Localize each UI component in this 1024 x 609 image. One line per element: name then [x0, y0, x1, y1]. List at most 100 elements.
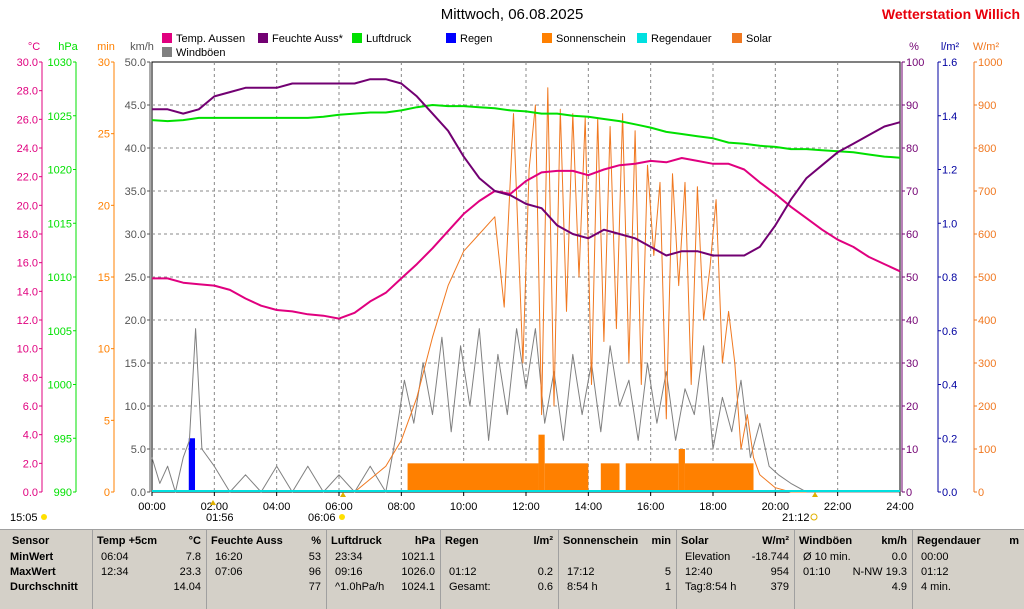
- sunmin-tick-label: 30: [98, 57, 110, 69]
- sunset-icon: [812, 492, 818, 497]
- stats-value: 14.04: [173, 581, 201, 593]
- sunmin-unit-label: min: [97, 41, 115, 53]
- solar-tick-label: 800: [978, 143, 996, 155]
- stats-value: 96: [308, 566, 321, 578]
- stats-time: 17:12: [567, 566, 595, 578]
- stats-time: 06:04: [101, 551, 129, 563]
- stats-value: -18.744: [751, 551, 789, 563]
- stats-table: Sensor MinWert MaxWert Durchschnitt Temp +5c…: [0, 529, 1024, 609]
- temp-tick-label: 26.0: [17, 114, 38, 126]
- bar-sonnenschein: [625, 463, 679, 492]
- x-tick-label: 16:00: [637, 501, 665, 513]
- x-tick-label: 12:00: [512, 501, 540, 513]
- bar-series: [188, 434, 754, 492]
- stats-value: 7.8: [185, 551, 201, 563]
- sun-icon: [41, 514, 47, 520]
- temp-tick-label: 28.0: [17, 86, 38, 98]
- wind-tick-label: 15.0: [125, 358, 146, 370]
- x-tick-label: 24:00: [886, 501, 914, 513]
- stats-value: 1: [664, 581, 671, 593]
- pressure-tick-label: 990: [54, 487, 72, 499]
- solar-tick-label: 400: [978, 315, 996, 327]
- series-temp-aussen: [152, 157, 901, 320]
- sunrise-icon: [340, 492, 346, 497]
- stats-header-unit: l/m²: [533, 535, 553, 547]
- stats-value: N-NW 19.3: [852, 566, 907, 578]
- solar-tick-label: 0: [978, 487, 984, 499]
- pressure-unit-label: hPa: [58, 41, 78, 53]
- left-time-label: 15:05: [10, 512, 38, 524]
- stats-value: 77: [308, 581, 321, 593]
- temp-tick-label: 2.0: [23, 458, 38, 470]
- x-tick-label: 04:00: [263, 501, 291, 513]
- weather-chart: 0.0 2.0 4.0 6.0 8.0 10.0 12.0 14.0 16.0 18.0 20.0 2…: [10, 33, 1002, 524]
- rain-tick-label: 1.2: [942, 165, 957, 177]
- stats-header-name: Sensor: [12, 535, 50, 547]
- chart-legend: Temp. Aussen Feuchte Auss* Luftdruck Regen S…: [162, 33, 772, 59]
- wind-tick-label: 50.0: [125, 57, 146, 69]
- solar-tick-label: 300: [978, 358, 996, 370]
- sunset-sun-icon: [810, 513, 818, 521]
- stats-time: 01:12: [449, 566, 477, 578]
- solar-tick-label: 200: [978, 401, 996, 413]
- temp-tick-label: 20.0: [17, 200, 38, 212]
- series-luftdruck: [151, 104, 901, 159]
- temp-tick-label: 12.0: [17, 315, 38, 327]
- stats-value: 1021.1: [401, 551, 435, 563]
- humidity-tick-label: 100: [906, 57, 924, 69]
- solar-unit-label: W/m²: [973, 41, 1000, 53]
- stats-value: 53: [308, 551, 321, 563]
- series-solar: [354, 87, 807, 493]
- stats-col-wind: Windböen km/h Ø 10 min. 0.0 01:10 N-NW 19.3 4.…: [794, 530, 913, 609]
- wind-unit-label: km/h: [130, 41, 154, 53]
- bar-sonnenschein: [678, 449, 685, 492]
- stats-time: 8:54 h: [567, 581, 598, 593]
- legend-swatch: [352, 33, 362, 43]
- temp-tick-label: 6.0: [23, 401, 38, 413]
- humidity-tick-label: 60: [906, 229, 918, 241]
- sunmin-tick-label: 25: [98, 129, 110, 141]
- temp-tick-label: 0.0: [23, 487, 38, 499]
- temp-tick-label: 16.0: [17, 258, 38, 270]
- sunmin-tick-label: 15: [98, 272, 110, 284]
- stats-time: ^1.0hPa/h: [335, 581, 385, 593]
- solar-tick-label: 500: [978, 272, 996, 284]
- stats-col-rain: Regen l/m² 01:12 0.2 Gesamt: 0.6: [440, 530, 559, 609]
- stats-header-name: Windböen: [799, 535, 853, 547]
- humidity-tick-label: 0: [906, 487, 912, 499]
- stats-value: 4.9: [891, 581, 907, 593]
- rain-tick-label: 0.0: [942, 487, 957, 499]
- bar-sonnenschein: [407, 463, 539, 492]
- legend-swatch: [637, 33, 647, 43]
- stats-header-name: Solar: [681, 535, 709, 547]
- rain-tick-label: 0.4: [942, 380, 957, 392]
- stats-col-temp: Temp +5cm °C 06:04 7.8 12:34 23.3 14.04: [92, 530, 207, 609]
- rain-tick-label: 0.8: [942, 272, 957, 284]
- humidity-tick-label: 70: [906, 186, 918, 198]
- solar-tick-label: 700: [978, 186, 996, 198]
- temp-tick-label: 24.0: [17, 143, 38, 155]
- stats-header-name: Sonnenschein: [563, 535, 639, 547]
- stats-time: 12:40: [685, 566, 713, 578]
- stats-time: 09:16: [335, 566, 363, 578]
- x-tick-label: 22:00: [824, 501, 852, 513]
- stats-row-label: MinWert: [10, 551, 54, 563]
- x-tick-label: 14:00: [575, 501, 603, 513]
- stats-time: 07:06: [215, 566, 243, 578]
- legend-swatch: [446, 33, 456, 43]
- stats-time: Tag:8:54 h: [685, 581, 737, 593]
- stats-value: 954: [770, 566, 789, 578]
- rain-tick-label: 1.6: [942, 57, 957, 69]
- pressure-tick-label: 1020: [48, 165, 72, 177]
- stats-time: 4 min.: [921, 581, 951, 593]
- wind-tick-label: 25.0: [125, 272, 146, 284]
- legend-label: Temp. Aussen: [176, 33, 245, 45]
- legend-label: Windböen: [176, 47, 226, 59]
- legend-swatch: [162, 33, 172, 43]
- stats-header-name: Regendauer: [917, 535, 981, 547]
- stats-time: 23:34: [335, 551, 363, 563]
- pressure-tick-label: 1000: [48, 380, 72, 392]
- stats-header-name: Regen: [445, 535, 479, 547]
- stats-time: 00:00: [921, 551, 949, 563]
- stats-time: Elevation: [685, 551, 731, 563]
